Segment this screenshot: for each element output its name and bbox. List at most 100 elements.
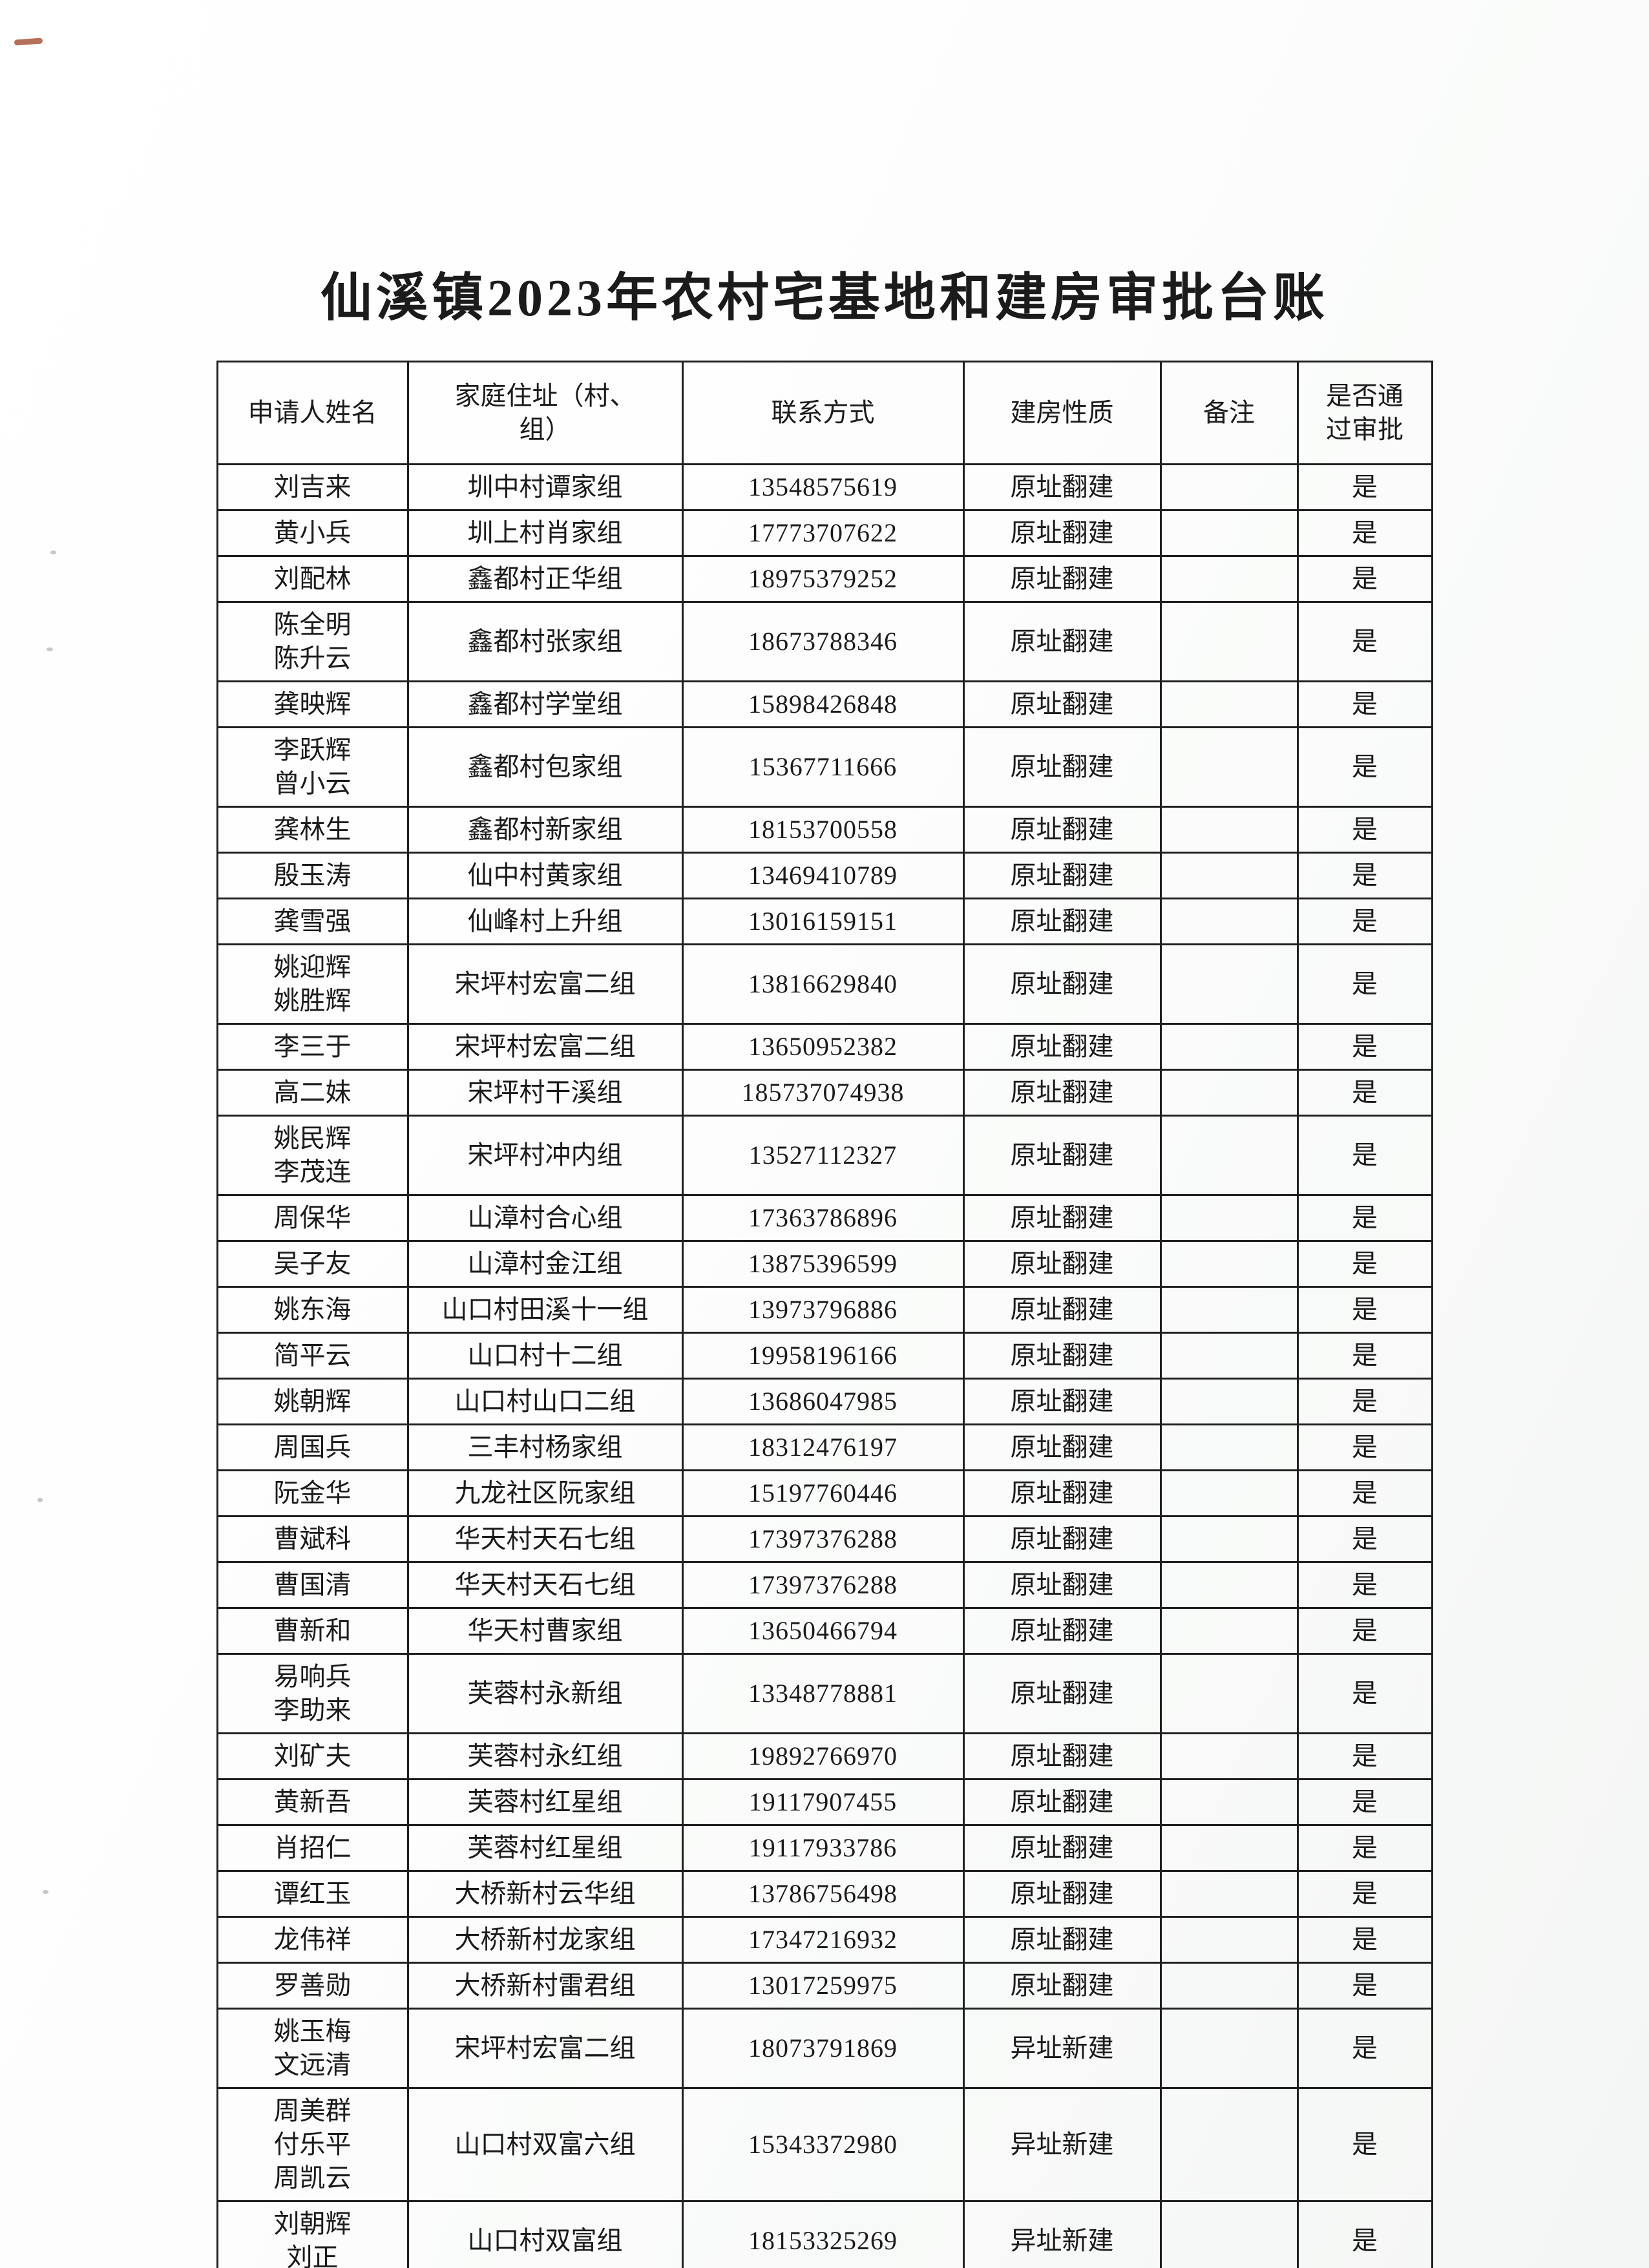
col-header-phone-label: 联系方式 [771, 398, 875, 427]
cell-address: 鑫都村包家组 [406, 726, 684, 808]
cell-remark [1159, 1962, 1299, 2010]
cell-remark [1159, 1286, 1299, 1334]
cell-applicant-name: 刘吉来 [216, 463, 409, 511]
cell-build-nature: 原址翻建 [962, 1515, 1162, 1563]
cell-build-nature: 原址翻建 [962, 680, 1162, 728]
cell-approved: 是 [1296, 1870, 1433, 1918]
cell-phone: 19117907455 [681, 1778, 965, 1826]
cell-approved: 是 [1296, 943, 1433, 1025]
table-row: 刘朝辉 刘正 山口村双富组 18153325269 异址新建 是 [216, 2200, 1433, 2268]
cell-phone: 13686047985 [681, 1378, 965, 1425]
cell-phone: 17397376288 [681, 1515, 965, 1563]
cell-applicant-name: 刘朝辉 刘正 [216, 2200, 409, 2268]
cell-build-nature: 原址翻建 [962, 1607, 1162, 1655]
cell-remark [1159, 1824, 1299, 1872]
cell-approved: 是 [1296, 1194, 1433, 1242]
scan-speck [43, 1890, 48, 1894]
cell-applicant-name: 殷玉涛 [216, 852, 409, 899]
cell-address: 山口村山口二组 [406, 1378, 684, 1425]
cell-address: 仙峰村上升组 [406, 898, 684, 945]
cell-applicant-name: 黄小兵 [216, 509, 409, 557]
cell-phone: 18073791869 [681, 2008, 965, 2089]
cell-address: 山口村双富六组 [406, 2087, 684, 2202]
cell-remark [1159, 1607, 1299, 1655]
cell-remark [1159, 1023, 1299, 1071]
cell-build-nature: 原址翻建 [962, 1023, 1162, 1071]
scan-speck [37, 1498, 43, 1502]
cell-build-nature: 原址翻建 [962, 1423, 1162, 1471]
cell-phone: 13650952382 [681, 1023, 965, 1071]
cell-remark [1159, 1653, 1299, 1734]
cell-applicant-name: 李三于 [216, 1023, 409, 1071]
cell-build-nature: 原址翻建 [962, 1916, 1162, 1964]
cell-applicant-name: 姚朝辉 [216, 1378, 409, 1425]
cell-remark [1159, 943, 1299, 1025]
cell-build-nature: 异址新建 [962, 2200, 1162, 2268]
table-row: 刘吉来 圳中村谭家组 13548575619 原址翻建 是 [216, 463, 1433, 511]
table-row: 周国兵 三丰村杨家组 18312476197 原址翻建 是 [216, 1423, 1433, 1471]
cell-phone: 17363786896 [681, 1194, 965, 1242]
cell-remark [1159, 1778, 1299, 1826]
table-row: 曹国清 华天村天石七组 17397376288 原址翻建 是 [216, 1561, 1433, 1609]
cell-phone: 15197760446 [681, 1469, 965, 1517]
cell-applicant-name: 曹斌科 [216, 1515, 409, 1563]
table-row: 姚迎辉 姚胜辉 宋坪村宏富二组 13816629840 原址翻建 是 [216, 943, 1433, 1025]
cell-build-nature: 原址翻建 [962, 1870, 1162, 1918]
cell-build-nature: 原址翻建 [962, 1240, 1162, 1288]
cell-build-nature: 原址翻建 [962, 852, 1162, 899]
table-row: 谭红玉 大桥新村云华组 13786756498 原址翻建 是 [216, 1870, 1433, 1918]
cell-remark [1159, 1115, 1299, 1196]
cell-phone: 13016159151 [681, 898, 965, 945]
cell-applicant-name: 简平云 [216, 1332, 409, 1380]
cell-address: 三丰村杨家组 [406, 1423, 684, 1471]
cell-applicant-name: 谭红玉 [216, 1870, 409, 1918]
cell-build-nature: 原址翻建 [962, 555, 1162, 603]
cell-build-nature: 原址翻建 [962, 1778, 1162, 1826]
table-header: 申请人姓名 家庭住址（村、组） 联系方式 建房性质 备注 是否通过审批 [216, 361, 1433, 465]
cell-approved: 是 [1296, 1732, 1433, 1780]
cell-remark [1159, 680, 1299, 728]
cell-build-nature: 原址翻建 [962, 1378, 1162, 1425]
cell-applicant-name: 李跃辉 曾小云 [216, 726, 409, 808]
cell-build-nature: 原址翻建 [962, 806, 1162, 854]
scan-speck [47, 647, 53, 651]
cell-address: 芙蓉村永红组 [406, 1732, 684, 1780]
cell-remark [1159, 898, 1299, 945]
cell-applicant-name: 肖招仁 [216, 1824, 409, 1872]
table-row: 姚玉梅 文远清 宋坪村宏富二组 18073791869 异址新建 是 [216, 2008, 1433, 2089]
table-row: 周美群 付乐平 周凯云 山口村双富六组 15343372980 异址新建 是 [216, 2087, 1433, 2202]
cell-approved: 是 [1296, 1332, 1433, 1380]
cell-remark [1159, 1732, 1299, 1780]
cell-remark [1159, 1469, 1299, 1517]
table-row: 龚映辉 鑫都村学堂组 15898426848 原址翻建 是 [216, 680, 1433, 728]
cell-build-nature: 异址新建 [962, 2087, 1162, 2202]
cell-build-nature: 原址翻建 [962, 1732, 1162, 1780]
scan-speck [50, 551, 56, 554]
cell-build-nature: 原址翻建 [962, 463, 1162, 511]
cell-build-nature: 原址翻建 [962, 1824, 1162, 1872]
cell-approved: 是 [1296, 1115, 1433, 1196]
cell-remark [1159, 1515, 1299, 1563]
cell-phone: 17397376288 [681, 1561, 965, 1609]
cell-build-nature: 原址翻建 [962, 1069, 1162, 1117]
cell-build-nature: 原址翻建 [962, 1469, 1162, 1517]
cell-build-nature: 异址新建 [962, 2008, 1162, 2089]
cell-address: 华天村曹家组 [406, 1607, 684, 1655]
col-header-remark: 备注 [1159, 361, 1299, 465]
cell-approved: 是 [1296, 463, 1433, 511]
cell-applicant-name: 龙伟祥 [216, 1916, 409, 1964]
cell-approved: 是 [1296, 1286, 1433, 1334]
table-row: 黄小兵 圳上村肖家组 17773707622 原址翻建 是 [216, 509, 1433, 557]
cell-applicant-name: 易响兵 李助来 [216, 1653, 409, 1734]
cell-approved: 是 [1296, 1240, 1433, 1288]
cell-approved: 是 [1296, 1824, 1433, 1872]
cell-approved: 是 [1296, 509, 1433, 557]
cell-phone: 13469410789 [681, 852, 965, 899]
cell-remark [1159, 1870, 1299, 1918]
cell-phone: 19892766970 [681, 1732, 965, 1780]
cell-address: 圳上村肖家组 [406, 509, 684, 557]
cell-address: 山漳村金江组 [406, 1240, 684, 1288]
cell-remark [1159, 2087, 1299, 2202]
cell-phone: 18673788346 [681, 601, 965, 682]
